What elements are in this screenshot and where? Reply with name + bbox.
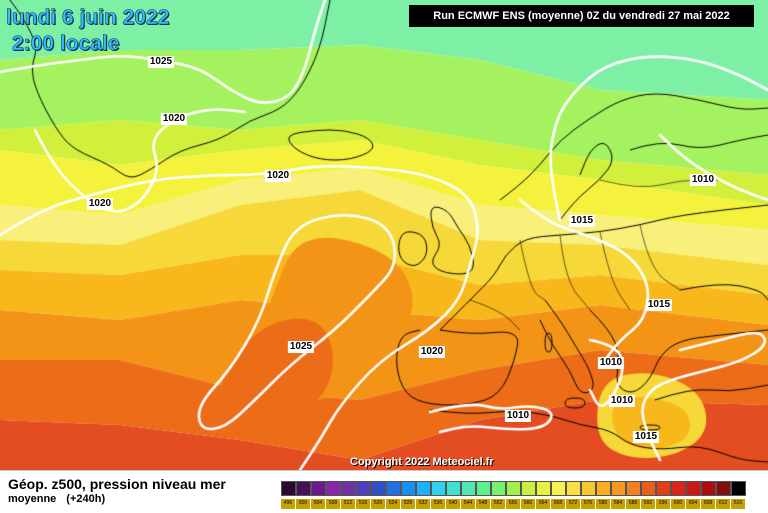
isobar-label: 1015 — [568, 215, 596, 227]
legend-value: 608 — [701, 499, 716, 509]
legend-swatch — [566, 481, 581, 496]
legend-swatch — [326, 481, 341, 496]
isobar-label: 1015 — [645, 299, 673, 311]
legend-value: 536 — [431, 499, 446, 509]
legend-swatch — [731, 481, 746, 496]
legend-value: 508 — [326, 499, 341, 509]
legend-value: 616 — [731, 499, 746, 509]
legend-value: 560 — [521, 499, 536, 509]
legend-value: 572 — [566, 499, 581, 509]
isobar-label: 1020 — [160, 113, 188, 125]
legend-swatch — [506, 481, 521, 496]
legend-swatch — [371, 481, 386, 496]
legend-swatch — [701, 481, 716, 496]
color-scale — [281, 481, 746, 496]
legend-value: 596 — [656, 499, 671, 509]
legend-swatch — [311, 481, 326, 496]
legend-swatch — [626, 481, 641, 496]
forecast-date: lundi 6 juin 2022 — [6, 6, 170, 30]
isobar-label: 1010 — [689, 174, 717, 186]
legend-value: 540 — [446, 499, 461, 509]
forecast-time: 2:00 locale — [12, 32, 120, 56]
legend-value: 556 — [506, 499, 521, 509]
legend-swatch — [551, 481, 566, 496]
legend-swatch — [296, 481, 311, 496]
legend-value: 588 — [626, 499, 641, 509]
legend-swatch — [596, 481, 611, 496]
legend-value: 580 — [596, 499, 611, 509]
isobar-label: 1020 — [86, 198, 114, 210]
legend-swatch — [416, 481, 431, 496]
legend-swatch — [716, 481, 731, 496]
legend-swatch — [641, 481, 656, 496]
legend-value: 600 — [671, 499, 686, 509]
legend-value: 512 — [341, 499, 356, 509]
legend-value: 528 — [401, 499, 416, 509]
run-info-banner: Run ECMWF ENS (moyenne) 0Z du vendredi 2… — [409, 5, 754, 27]
legend-footer: Géop. z500, pression niveau mer moyenne (… — [0, 470, 768, 513]
color-scale-labels: 496 500 504 508 512 516 520 524 528 532 536 540 544 5… — [281, 499, 746, 509]
legend-value: 564 — [536, 499, 551, 509]
isobar-label: 1010 — [597, 357, 625, 369]
forecast-lead-time: (+240h) — [66, 493, 106, 505]
ensemble-type: moyenne — [8, 493, 57, 505]
map-field-title: Géop. z500, pression niveau mer — [8, 476, 226, 492]
legend-value: 552 — [491, 499, 506, 509]
legend-swatch — [446, 481, 461, 496]
legend-swatch — [671, 481, 686, 496]
legend-swatch — [431, 481, 446, 496]
legend-value: 496 — [281, 499, 296, 509]
legend-value: 544 — [461, 499, 476, 509]
legend-value: 612 — [716, 499, 731, 509]
legend-swatch — [686, 481, 701, 496]
legend-value: 532 — [416, 499, 431, 509]
legend-swatch — [581, 481, 596, 496]
legend-swatch — [491, 481, 506, 496]
legend-swatch — [521, 481, 536, 496]
legend-value: 568 — [551, 499, 566, 509]
legend-value: 524 — [386, 499, 401, 509]
legend-value: 520 — [371, 499, 386, 509]
legend-swatch — [401, 481, 416, 496]
isobar-label: 1020 — [264, 170, 292, 182]
geopotential-map — [0, 0, 768, 470]
legend-value: 516 — [356, 499, 371, 509]
legend-value: 584 — [611, 499, 626, 509]
isobar-label: 1025 — [147, 56, 175, 68]
legend-swatch — [341, 481, 356, 496]
legend-swatch — [461, 481, 476, 496]
isobar-label: 1020 — [418, 346, 446, 358]
legend-swatch — [281, 481, 296, 496]
legend-value: 592 — [641, 499, 656, 509]
map-field-subtitle: moyenne (+240h) — [8, 493, 105, 505]
legend-value: 548 — [476, 499, 491, 509]
isobar-label: 1025 — [287, 341, 315, 353]
isobar-label: 1015 — [632, 431, 660, 443]
legend-value: 604 — [686, 499, 701, 509]
legend-swatch — [476, 481, 491, 496]
legend-value: 504 — [311, 499, 326, 509]
legend-swatch — [386, 481, 401, 496]
copyright-notice: Copyright 2022 Meteociel.fr — [350, 456, 494, 468]
legend-swatch — [656, 481, 671, 496]
isobar-label: 1010 — [504, 410, 532, 422]
legend-value: 576 — [581, 499, 596, 509]
legend-swatch — [536, 481, 551, 496]
legend-swatch — [356, 481, 371, 496]
legend-swatch — [611, 481, 626, 496]
legend-value: 500 — [296, 499, 311, 509]
isobar-label: 1010 — [608, 395, 636, 407]
